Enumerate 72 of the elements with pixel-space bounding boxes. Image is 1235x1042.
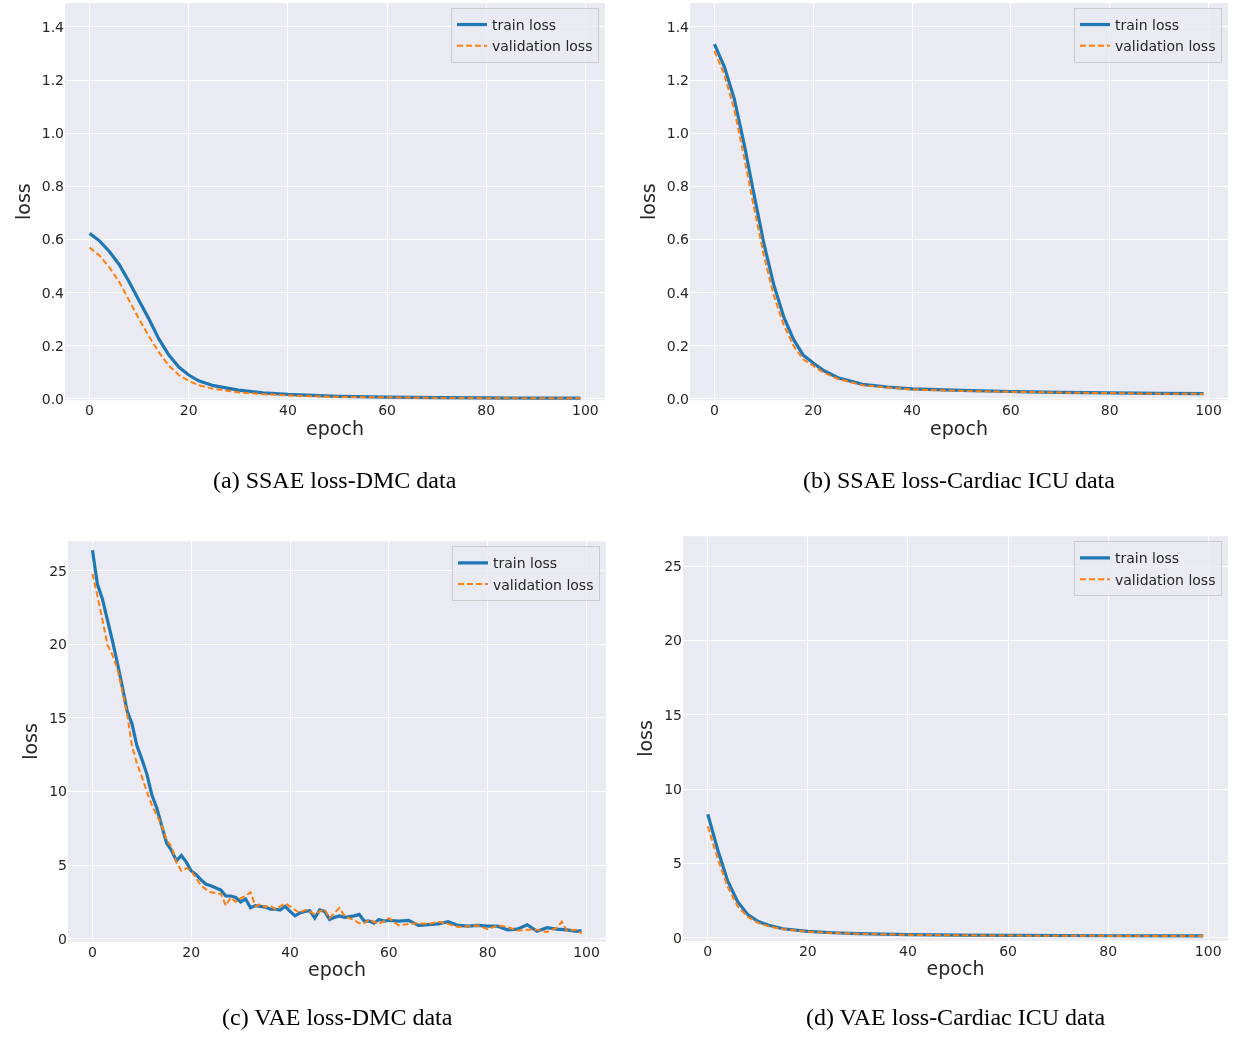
y-tick-label: 0.2 (666, 337, 689, 354)
text: (c) VAE loss-DMC data (222, 1004, 453, 1030)
x-tick-label: 80 (1099, 942, 1118, 959)
x-tick-label: 40 (899, 942, 917, 959)
y-tick-label: 0.6 (666, 231, 690, 248)
legend-label: validation loss (492, 38, 593, 55)
x-tick-label: 20 (804, 402, 823, 419)
x-axis-title: epoch (306, 417, 364, 440)
y-tick-label: 0.6 (41, 231, 65, 248)
x-tick-label: 60 (379, 943, 398, 960)
y-tick-label: 1.2 (666, 71, 689, 88)
legend-label: validation loss (493, 576, 594, 593)
y-tick-label: 20 (49, 636, 67, 653)
y-axis-title: loss (19, 723, 42, 760)
x-tick-label: 40 (903, 402, 921, 419)
x-tick-label: 80 (1100, 402, 1119, 419)
y-tick-label: 0.2 (41, 337, 64, 354)
y-tick-label: 15 (49, 709, 67, 726)
y-tick-label: 1.2 (41, 71, 64, 88)
x-tick-label: 0 (709, 402, 719, 419)
y-tick-label: 0.8 (41, 178, 64, 195)
y-tick-label: 0.4 (666, 284, 690, 301)
x-tick-label: 80 (478, 943, 497, 960)
x-axis-title: epoch (930, 417, 988, 440)
x-tick-label: 100 (1194, 942, 1222, 959)
x-tick-label: 80 (477, 402, 496, 419)
x-tick-label: 60 (378, 402, 396, 419)
y-tick-label: 0.0 (41, 390, 64, 407)
x-tick-label: 20 (798, 942, 817, 959)
y-tick-label: 1.0 (666, 125, 689, 142)
x-tick-label: 0 (87, 943, 97, 960)
y-axis-title: loss (11, 183, 34, 220)
legend-label: train loss (1115, 17, 1180, 34)
x-tick-label: 40 (278, 402, 297, 419)
legend-label: validation loss (1115, 38, 1216, 55)
legend-label: validation loss (1115, 571, 1216, 588)
x-tick-label: 20 (179, 402, 198, 419)
y-tick-label: 5 (58, 857, 67, 874)
y-axis-title: loss (634, 720, 657, 757)
y-tick-label: 0 (673, 929, 682, 946)
x-tick-label: 100 (572, 402, 599, 419)
y-tick-label: 1.4 (666, 18, 690, 35)
y-tick-label: 0.4 (41, 284, 65, 301)
y-tick-label: 1.4 (41, 18, 65, 35)
y-tick-label: 10 (664, 780, 682, 797)
legend-label: train loss (493, 555, 558, 572)
y-tick-label: 15 (664, 706, 682, 723)
text: (b) SSAE loss-Cardiac ICU data (803, 467, 1116, 493)
x-axis-title: epoch (926, 957, 985, 980)
y-tick-label: 25 (49, 562, 67, 579)
x-tick-label: 0 (85, 402, 95, 419)
y-tick-label: 10 (49, 783, 67, 800)
x-tick-label: 40 (281, 943, 299, 960)
x-tick-label: 100 (1195, 402, 1222, 419)
y-tick-label: 5 (673, 855, 682, 872)
legend-label: train loss (1115, 550, 1180, 567)
x-tick-label: 60 (1001, 402, 1020, 419)
x-axis-title: epoch (308, 958, 366, 981)
y-tick-label: 0 (58, 930, 67, 947)
text: (a) SSAE loss-DMC data (213, 467, 457, 493)
x-tick-label: 0 (703, 942, 713, 959)
y-tick-label: 25 (664, 558, 682, 574)
x-tick-label: 20 (182, 943, 201, 960)
text: (d) VAE loss-Cardiac ICU data (806, 1004, 1106, 1030)
x-tick-label: 100 (573, 943, 600, 960)
y-tick-label: 20 (664, 632, 682, 649)
y-tick-label: 0.8 (666, 178, 689, 195)
legend-label: train loss (492, 17, 557, 34)
x-tick-label: 60 (999, 942, 1017, 959)
y-tick-label: 0.0 (666, 390, 689, 407)
y-axis-title: loss (636, 183, 659, 220)
y-tick-label: 1.0 (41, 125, 64, 142)
